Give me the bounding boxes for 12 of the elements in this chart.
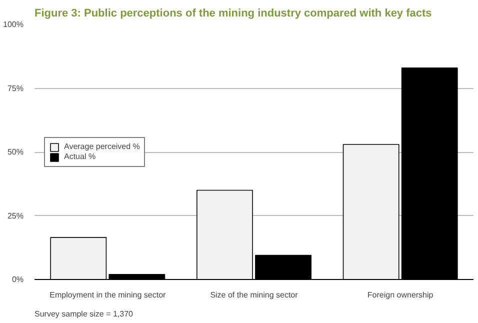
legend-label: Actual % xyxy=(64,152,96,162)
y-tick-label: 50% xyxy=(7,148,24,156)
legend-label: Average perceived % xyxy=(64,142,140,152)
text: Survey sample size = 1,370 xyxy=(34,310,134,318)
x-tick-label: Employment in the mining sector xyxy=(50,290,166,300)
x-tick-label: Foreign ownership xyxy=(367,290,434,300)
y-tick-label: 100% xyxy=(3,20,24,29)
y-tick-label: 0% xyxy=(12,275,24,284)
chart-title: Figure 3: Public perceptions of the mining industry compared with key facts xyxy=(34,8,432,20)
x-tick-label: Size of the mining sector xyxy=(210,290,298,300)
y-tick-label: 75% xyxy=(7,84,24,93)
y-tick-label: 25% xyxy=(7,211,24,220)
